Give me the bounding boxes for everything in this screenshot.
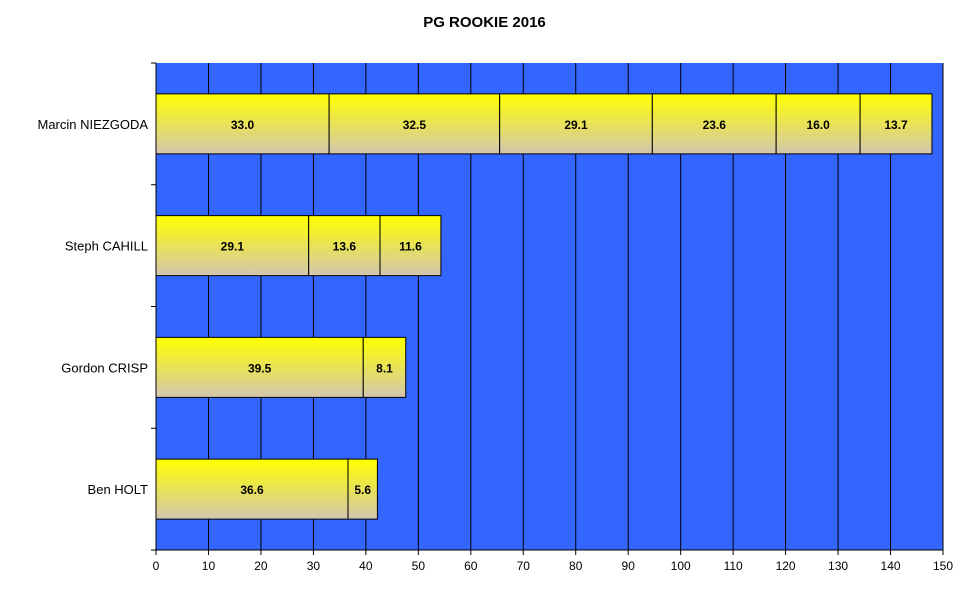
x-tick-label: 100: [671, 559, 691, 573]
bar-segment: [859, 93, 933, 155]
bar-segment: [155, 215, 310, 277]
data-label: 16.0: [806, 118, 830, 132]
axes: 0 10 20 30 40 50 60 70 80 90 100 110 120 130 140 150 Mar…: [37, 62, 953, 573]
x-tick-label: 90: [622, 559, 636, 573]
x-tick-label: 70: [517, 559, 531, 573]
bar-segment: [308, 215, 381, 277]
category-label: Steph CAHILL: [65, 239, 148, 254]
x-tick-label: 60: [464, 559, 478, 573]
x-tick-label: 40: [359, 559, 373, 573]
x-tick-label: 130: [828, 559, 848, 573]
category-label: Ben HOLT: [88, 482, 149, 497]
bar-segment: [155, 458, 349, 520]
x-tick-label: 150: [933, 559, 953, 573]
x-tick-label: 30: [307, 559, 321, 573]
data-label: 39.5: [248, 361, 272, 375]
bar-segment: [379, 215, 442, 277]
data-label: 23.6: [703, 118, 727, 132]
bar-segment: [362, 336, 407, 398]
bar-segment: [651, 93, 777, 155]
chart-title: PG ROOKIE 2016: [423, 14, 546, 31]
data-label: 36.6: [240, 483, 264, 497]
data-label: 32.5: [403, 118, 427, 132]
x-tick-label: 20: [254, 559, 268, 573]
data-label: 29.1: [221, 240, 245, 254]
data-label: 8.1: [376, 361, 393, 375]
x-tick-label: 140: [881, 559, 901, 573]
data-label: 29.1: [564, 118, 588, 132]
category-label: Marcin NIEZGODA: [37, 117, 148, 132]
x-tick-label: 10: [202, 559, 216, 573]
data-label: 11.6: [399, 240, 422, 254]
x-tick-label: 120: [776, 559, 796, 573]
x-tick-label: 80: [569, 559, 583, 573]
x-tick-label: 50: [412, 559, 426, 573]
x-tick-label: 110: [724, 559, 743, 573]
data-label: 13.6: [333, 240, 357, 254]
bar-segment: [328, 93, 501, 155]
bar-segment: [775, 93, 861, 155]
data-label: 33.0: [231, 118, 255, 132]
x-tick-label: 0: [153, 559, 160, 573]
data-label: 13.7: [884, 118, 908, 132]
bar-segment: [347, 458, 378, 520]
bar-segment: [499, 93, 653, 155]
category-label: Gordon CRISP: [61, 360, 148, 375]
data-label: 5.6: [354, 483, 371, 497]
